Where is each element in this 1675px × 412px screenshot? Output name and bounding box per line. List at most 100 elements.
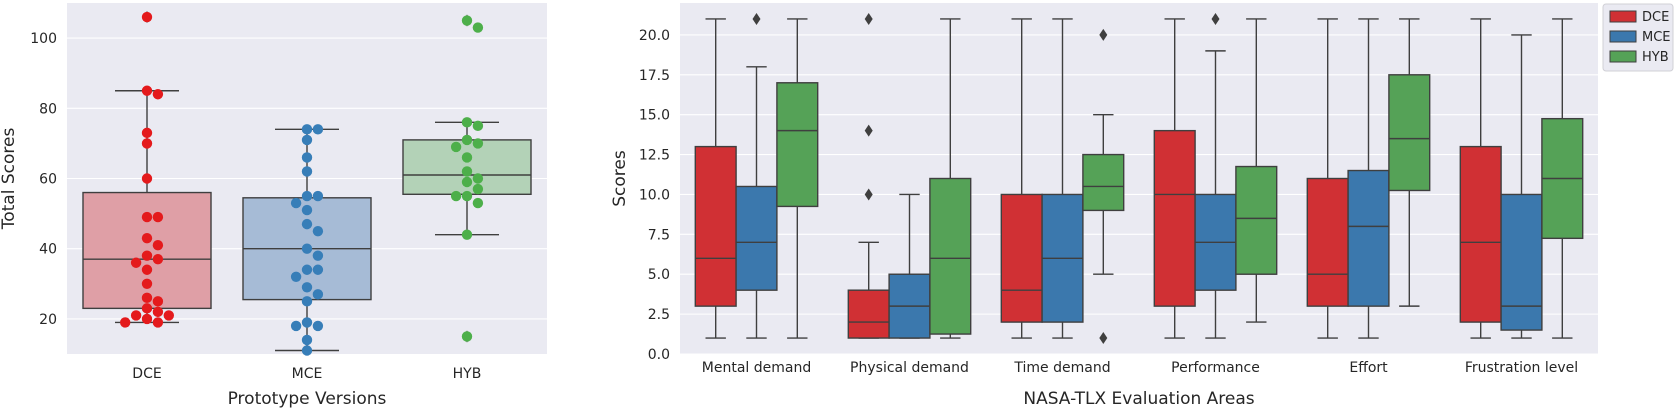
y-tick-label: 15.0: [639, 108, 670, 124]
box-dce-box: [82, 191, 212, 310]
legend: DCE MCE HYB: [1602, 3, 1674, 72]
y-tick-label: 12.5: [639, 148, 670, 164]
point-dce: [152, 317, 164, 328]
legend-swatch-dce: [1609, 10, 1637, 23]
x-tick-label: Mental demand: [702, 360, 811, 376]
point-dce: [152, 211, 164, 223]
point-dce: [163, 310, 174, 321]
y-tick-label: 60: [39, 172, 57, 188]
point-hyb: [461, 331, 473, 342]
point-mce: [312, 225, 324, 237]
point-mce: [301, 282, 313, 293]
point-mce: [301, 243, 313, 254]
point-mce: [301, 345, 313, 356]
box-mce-effort-box: [1347, 169, 1390, 307]
y-tick-label: 20: [39, 312, 57, 328]
point-hyb: [461, 152, 473, 163]
point-dce: [141, 278, 153, 289]
point-dce: [141, 313, 153, 325]
box-dce-time-demand-box: [1000, 193, 1043, 323]
box-dce-performance-box: [1153, 129, 1196, 307]
x-tick-label: DCE: [132, 366, 161, 382]
box-hyb-physical-demand-box: [929, 177, 972, 335]
point-mce: [312, 124, 324, 135]
point-mce: [301, 152, 313, 163]
x-tick-label: Effort: [1349, 360, 1388, 376]
y-tick-label: 80: [39, 101, 57, 117]
point-mce: [301, 218, 313, 230]
point-mce: [301, 190, 313, 202]
x-tick-label: Physical demand: [850, 360, 969, 376]
point-dce: [141, 232, 153, 244]
y-axis-title: Scores: [610, 150, 630, 207]
point-dce: [152, 89, 164, 100]
y-tick-label: 10.0: [639, 187, 670, 203]
box-mce-mental-demand-box: [735, 185, 778, 291]
y-tick-label: 7.5: [648, 227, 670, 243]
box-hyb-time-demand-outlier: [1099, 28, 1108, 41]
point-dce: [141, 211, 153, 223]
y-tick-label: 40: [39, 242, 57, 258]
point-hyb: [472, 197, 484, 209]
point-mce: [301, 124, 313, 135]
point-dce: [152, 239, 164, 251]
x-axis-title: Prototype Versions: [228, 389, 387, 408]
point-mce: [312, 264, 324, 275]
point-dce: [141, 127, 153, 139]
point-dce: [152, 254, 164, 265]
point-dce: [120, 317, 131, 328]
x-axis-title: NASA-TLX Evaluation Areas: [1023, 389, 1254, 408]
point-hyb: [461, 117, 473, 128]
point-hyb: [461, 134, 473, 146]
box-hyb-effort-box: [1388, 74, 1431, 192]
point-hyb: [450, 141, 462, 153]
point-mce: [301, 134, 313, 146]
point-hyb: [472, 173, 484, 184]
point-dce: [141, 292, 153, 304]
point-mce: [290, 271, 302, 282]
box-hyb-time-demand-box: [1082, 153, 1125, 212]
point-dce: [141, 11, 153, 23]
x-tick-label: HYB: [453, 366, 482, 382]
box-mce-performance-outlier: [1211, 12, 1220, 25]
y-tick-label: 20.0: [639, 28, 670, 44]
box-hyb-mental-demand-box: [776, 82, 819, 208]
point-dce: [141, 173, 153, 184]
point-hyb: [461, 190, 473, 202]
point-mce: [312, 250, 324, 261]
x-tick-label: Frustration level: [1465, 360, 1578, 376]
y-tick-label: 0.0: [648, 347, 670, 363]
box-dce-mental-demand-box: [694, 145, 737, 307]
box-dce-frustration-level-box: [1459, 145, 1502, 323]
y-tick-label: 2.5: [648, 307, 670, 323]
box-dce-effort-box: [1306, 177, 1349, 307]
legend-label-mce: MCE: [1642, 30, 1671, 45]
box-dce-physical-demand-outlier: [864, 12, 873, 25]
box-mce-mental-demand-outlier: [752, 12, 761, 25]
point-mce: [301, 204, 313, 216]
point-hyb: [461, 229, 473, 240]
point-hyb: [472, 183, 484, 195]
legend-label-hyb: HYB: [1642, 50, 1669, 65]
y-tick-label: 17.5: [639, 68, 670, 84]
legend-swatch-mce: [1609, 30, 1637, 43]
point-mce: [312, 289, 324, 300]
point-mce: [301, 317, 313, 328]
point-hyb: [472, 120, 484, 132]
point-mce: [301, 264, 313, 275]
point-dce: [130, 257, 142, 268]
point-mce: [290, 197, 302, 209]
point-mce: [312, 320, 324, 332]
point-dce: [152, 306, 164, 318]
point-hyb: [461, 176, 473, 188]
point-hyb: [472, 138, 484, 149]
point-dce: [141, 264, 153, 275]
point-mce: [301, 334, 313, 346]
box-hyb-time-demand-outlier: [1099, 332, 1108, 345]
point-dce: [152, 296, 164, 307]
nasa-tlx-chart: 0.0 2.5 5.0 7.5 10.0 12.5 15.0 17.5 20.0 NASA-TLX…: [610, 3, 1674, 409]
point-dce: [141, 250, 153, 261]
box-dce-physical-demand-outlier: [864, 188, 873, 201]
